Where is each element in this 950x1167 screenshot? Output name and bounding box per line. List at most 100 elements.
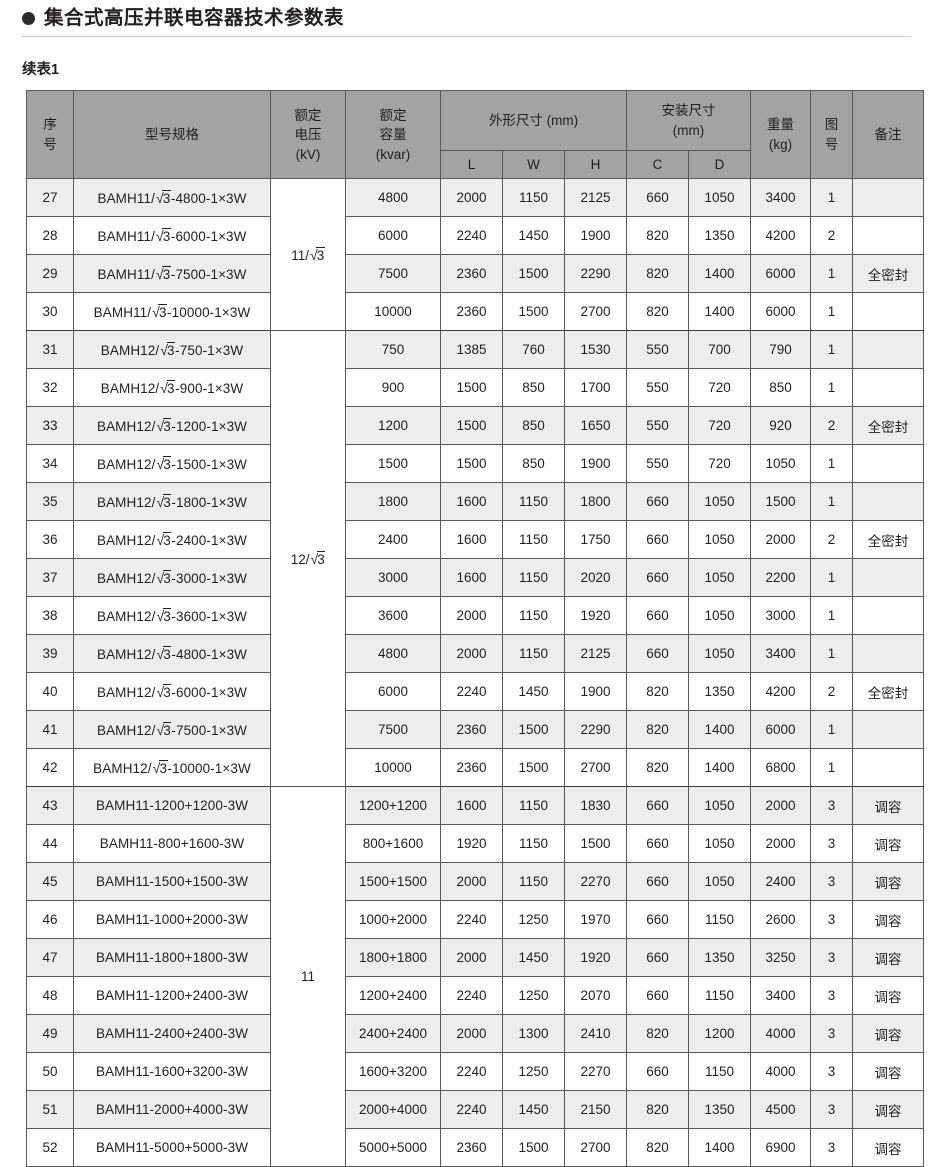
- header-drawing-no: 图 号: [810, 90, 853, 180]
- cell-capacity: 3000: [345, 558, 441, 598]
- cell-capacity: 4800: [345, 634, 441, 674]
- cell-note: 调容: [852, 824, 924, 864]
- cell-height: 1900: [564, 216, 627, 256]
- header-drawing-line2: 号: [824, 136, 839, 152]
- cell-install-d: 1350: [688, 1090, 751, 1130]
- cell-length: 2240: [440, 900, 503, 940]
- cell-length: 2240: [440, 1052, 503, 1092]
- cell-weight: 3000: [750, 596, 811, 636]
- table-row: 29 BAMH11/√3-7500-1×3W 7500 2360 1500 2290 820…: [26, 254, 924, 294]
- cell-seq: 41: [26, 710, 74, 750]
- spec-table: 序 号 型号规格 额定 电压 (kV) 额定 容量 (kvar) 外形尺寸 (m…: [26, 90, 924, 1167]
- cell-note: [852, 710, 924, 750]
- header-dim-W: W: [502, 150, 565, 180]
- cell-install-d: 1350: [688, 672, 751, 712]
- title-divider: [22, 36, 911, 38]
- cell-model: BAMH12/√3-3600-1×3W: [73, 596, 271, 636]
- header-voltage-unit: (kV): [295, 146, 321, 162]
- cell-weight: 2000: [750, 520, 811, 560]
- cell-drawing-no: 1: [810, 330, 853, 370]
- cell-drawing-no: 2: [810, 406, 853, 446]
- table-row: 30 BAMH11/√3-10000-1×3W 10000 2360 1500 2700 8…: [26, 292, 924, 332]
- cell-seq: 29: [26, 254, 74, 294]
- cell-model: BAMH12/√3-2400-1×3W: [73, 520, 271, 560]
- cell-weight: 790: [750, 330, 811, 370]
- cell-capacity: 7500: [345, 254, 441, 294]
- cell-seq: 32: [26, 368, 74, 408]
- cell-length: 1920: [440, 824, 503, 864]
- cell-drawing-no: 1: [810, 254, 853, 294]
- cell-model: BAMH11/√3-7500-1×3W: [73, 254, 271, 294]
- cell-install-c: 660: [626, 596, 689, 636]
- cell-width: 1150: [502, 482, 565, 522]
- header-install-dimensions: 安装尺寸 (mm): [626, 90, 751, 152]
- cell-width: 1150: [502, 634, 565, 674]
- cell-length: 2000: [440, 634, 503, 674]
- cell-width: 1450: [502, 216, 565, 256]
- cell-model: BAMH12/√3-10000-1×3W: [73, 748, 271, 788]
- header-dim-C: C: [626, 150, 689, 180]
- table-row: 47 BAMH11-1800+1800-3W 1800+1800 2000 1450 19…: [26, 938, 924, 978]
- cell-width: 1250: [502, 976, 565, 1016]
- cell-drawing-no: 1: [810, 634, 853, 674]
- cell-seq: 50: [26, 1052, 74, 1092]
- cell-length: 2360: [440, 292, 503, 332]
- cell-voltage: 11: [270, 786, 346, 1167]
- cell-seq: 49: [26, 1014, 74, 1054]
- cell-model: BAMH11-2400+2400-3W: [73, 1014, 271, 1054]
- cell-capacity: 10000: [345, 292, 441, 332]
- header-row-2: L W H C D: [27, 150, 924, 180]
- cell-weight: 6000: [750, 710, 811, 750]
- cell-drawing-no: 1: [810, 748, 853, 788]
- cell-height: 1500: [564, 824, 627, 864]
- cell-seq: 43: [26, 786, 74, 826]
- bullet-icon: [22, 12, 35, 26]
- cell-note: 全密封: [852, 406, 924, 446]
- table-row: 51 BAMH11-2000+4000-3W 2000+4000 2240 1450 21…: [26, 1090, 924, 1130]
- header-weight: 重量 (kg): [750, 90, 811, 180]
- header-seq-line2: 号: [43, 136, 57, 152]
- cell-note: 全密封: [852, 254, 924, 294]
- cell-install-c: 820: [626, 710, 689, 750]
- cell-height: 2270: [564, 1052, 627, 1092]
- cell-drawing-no: 1: [810, 482, 853, 522]
- cell-weight: 2200: [750, 558, 811, 598]
- cell-height: 2290: [564, 710, 627, 750]
- cell-install-c: 660: [626, 976, 689, 1016]
- header-voltage-line2: 电压: [294, 127, 322, 143]
- table-row: 40 BAMH12/√3-6000-1×3W 6000 2240 1450 1900 820…: [26, 672, 924, 712]
- cell-note: [852, 330, 924, 370]
- cell-note: 调容: [852, 938, 924, 978]
- cell-height: 2070: [564, 976, 627, 1016]
- cell-seq: 30: [26, 292, 74, 332]
- cell-capacity: 4800: [345, 178, 441, 218]
- table-header: 序 号 型号规格 额定 电压 (kV) 额定 容量 (kvar) 外形尺寸 (m…: [26, 90, 924, 180]
- cell-drawing-no: 1: [810, 292, 853, 332]
- cell-drawing-no: 1: [810, 178, 853, 218]
- cell-install-c: 660: [626, 520, 689, 560]
- cell-seq: 42: [26, 748, 74, 788]
- cell-height: 2150: [564, 1090, 627, 1130]
- cell-install-c: 660: [626, 938, 689, 978]
- cell-install-d: 1350: [688, 938, 751, 978]
- cell-capacity: 800+1600: [345, 824, 441, 864]
- table-row: 48 BAMH11-1200+2400-3W 1200+2400 2240 1250 20…: [26, 976, 924, 1016]
- cell-model: BAMH11/√3-4800-1×3W: [73, 178, 271, 218]
- cell-install-d: 1350: [688, 216, 751, 256]
- cell-drawing-no: 3: [810, 824, 853, 864]
- cell-width: 1500: [502, 254, 565, 294]
- cell-install-c: 820: [626, 1128, 689, 1167]
- table-row: 49 BAMH11-2400+2400-3W 2400+2400 2000 1300 24…: [26, 1014, 924, 1054]
- cell-install-d: 1400: [688, 710, 751, 750]
- table-row: 42 BAMH12/√3-10000-1×3W 10000 2360 1500 2700 8…: [26, 748, 924, 788]
- cell-drawing-no: 3: [810, 938, 853, 978]
- cell-install-c: 660: [626, 824, 689, 864]
- cell-width: 760: [502, 330, 565, 370]
- cell-weight: 3400: [750, 976, 811, 1016]
- cell-note: 调容: [852, 786, 924, 826]
- cell-weight: 2000: [750, 824, 811, 864]
- table-row: 34 BAMH12/√3-1500-1×3W 1500 1500 850 1900 550 7…: [26, 444, 924, 484]
- cell-length: 2000: [440, 862, 503, 902]
- cell-install-c: 820: [626, 1014, 689, 1054]
- cell-capacity: 1800+1800: [345, 938, 441, 978]
